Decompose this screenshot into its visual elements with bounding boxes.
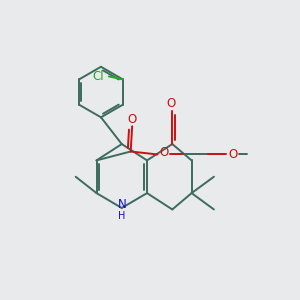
Text: Cl: Cl bbox=[92, 70, 104, 83]
Text: N: N bbox=[117, 199, 126, 212]
Text: O: O bbox=[159, 146, 169, 160]
Text: O: O bbox=[166, 98, 176, 110]
Text: O: O bbox=[228, 148, 238, 161]
Text: H: H bbox=[118, 211, 125, 221]
Text: O: O bbox=[128, 113, 137, 126]
